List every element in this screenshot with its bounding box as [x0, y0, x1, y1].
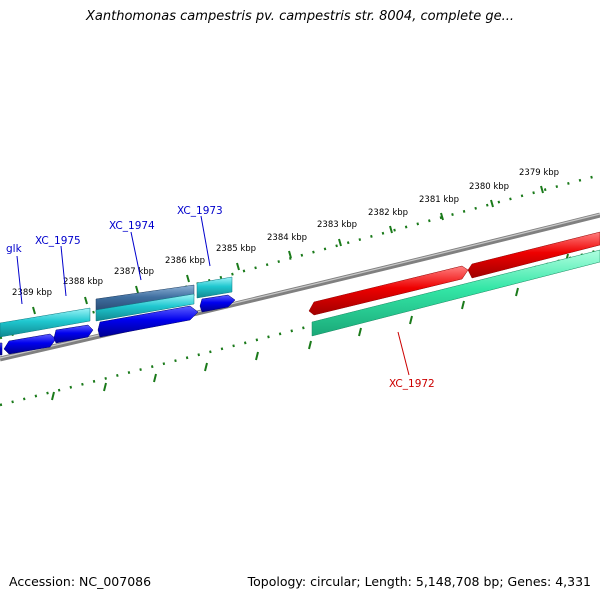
accession-text: Accession: NC_007086 — [9, 574, 152, 589]
tick-label: 2381 kbp — [419, 195, 459, 205]
feature-xc-1974[interactable] — [95, 293, 195, 322]
tick-label: 2385 kbp — [216, 244, 256, 254]
ruler-labels: 2379 kbp 2380 kbp 2381 kbp 2382 kbp 2383… — [12, 168, 559, 298]
tick-label: 2387 kbp — [114, 267, 154, 277]
tick-label: 2379 kbp — [519, 168, 559, 178]
feature-xc-1973[interactable] — [196, 276, 233, 299]
feature-reverse-a[interactable] — [0, 307, 91, 338]
backbone — [0, 212, 600, 362]
gene-label-xc-1973[interactable]: XC_1973 — [177, 205, 223, 217]
gene-xc-1972-forward[interactable] — [308, 265, 469, 316]
tick-label: 2389 kbp — [12, 288, 52, 298]
label-leaders — [16, 215, 410, 376]
genome-stats-text: Topology: circular; Length: 5,148,708 bp… — [247, 574, 591, 589]
gene-label-xc-1975[interactable]: XC_1975 — [35, 235, 81, 247]
tick-label: 2382 kbp — [368, 208, 408, 218]
gene-glk[interactable] — [0, 342, 3, 356]
gene-label-xc-1972[interactable]: XC_1972 — [389, 378, 435, 390]
tick-label: 2380 kbp — [469, 182, 509, 192]
feature-xc-1972[interactable] — [311, 249, 600, 337]
map-title: Xanthomonas campestris pv. campestris st… — [86, 9, 514, 24]
backbone-highlight — [0, 213, 600, 359]
gene-label-glk[interactable]: glk — [6, 243, 23, 255]
gene-forward-b[interactable] — [467, 231, 600, 279]
tick-label: 2388 kbp — [63, 277, 103, 287]
tick-label: 2386 kbp — [165, 256, 205, 266]
gene-label-xc-1974[interactable]: XC_1974 — [109, 220, 155, 232]
gene-xc-1974[interactable] — [97, 305, 199, 338]
tick-label: 2383 kbp — [317, 220, 357, 230]
gene-glk-main[interactable] — [3, 333, 57, 355]
gene-xc-1973[interactable] — [199, 294, 236, 313]
gene-labels: glk XC_1975 XC_1974 XC_1973 XC_1972 — [6, 205, 435, 390]
ruler-major-ticks — [32, 185, 544, 315]
tick-label: 2384 kbp — [267, 233, 307, 243]
gene-xc-1975[interactable] — [53, 324, 94, 344]
